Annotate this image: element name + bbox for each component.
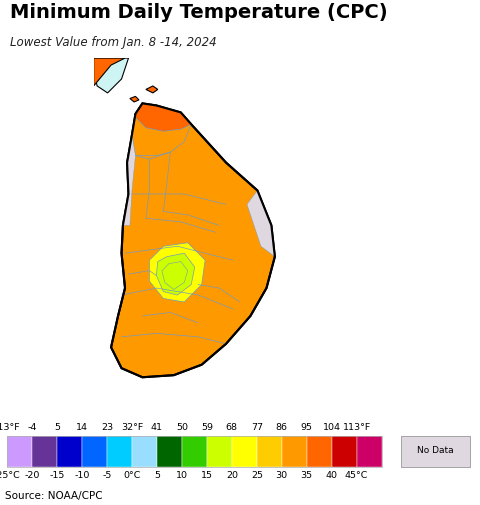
Bar — [332, 436, 357, 467]
Polygon shape — [247, 190, 275, 257]
Bar — [182, 436, 207, 467]
Bar — [207, 436, 232, 467]
Text: -10: -10 — [74, 471, 90, 480]
Text: 23: 23 — [101, 423, 113, 432]
Polygon shape — [123, 135, 135, 225]
Text: -5: -5 — [102, 471, 112, 480]
Text: Minimum Daily Temperature (CPC): Minimum Daily Temperature (CPC) — [10, 3, 387, 22]
Bar — [32, 436, 57, 467]
Text: 0°C: 0°C — [123, 471, 141, 480]
Polygon shape — [94, 58, 125, 86]
Bar — [82, 436, 107, 467]
Text: 20: 20 — [226, 471, 238, 480]
Text: 35: 35 — [300, 471, 313, 480]
Bar — [232, 436, 257, 467]
Text: 59: 59 — [201, 423, 213, 432]
Text: 68: 68 — [226, 423, 238, 432]
Polygon shape — [146, 86, 158, 93]
Text: 10: 10 — [176, 471, 188, 480]
Bar — [157, 436, 182, 467]
Text: 30: 30 — [276, 471, 288, 480]
Text: -20: -20 — [24, 471, 40, 480]
Text: 95: 95 — [301, 423, 313, 432]
Text: 14: 14 — [76, 423, 88, 432]
Text: -25°C: -25°C — [0, 471, 21, 480]
Text: 41: 41 — [151, 423, 163, 432]
Text: 104: 104 — [323, 423, 341, 432]
Bar — [132, 436, 157, 467]
Text: 15: 15 — [201, 471, 213, 480]
Bar — [282, 436, 307, 467]
Text: No Data: No Data — [417, 446, 454, 455]
Text: 5: 5 — [54, 423, 60, 432]
Text: Source: NOAA/CPC: Source: NOAA/CPC — [5, 491, 102, 501]
Text: 86: 86 — [276, 423, 288, 432]
Bar — [107, 436, 132, 467]
Text: -15: -15 — [49, 471, 65, 480]
Text: -4: -4 — [27, 423, 37, 432]
Polygon shape — [132, 104, 191, 159]
Bar — [401, 436, 470, 467]
Polygon shape — [149, 243, 205, 302]
Bar — [57, 436, 82, 467]
Bar — [7, 436, 32, 467]
Polygon shape — [130, 96, 139, 102]
Text: -13°F: -13°F — [0, 423, 20, 432]
Text: 40: 40 — [325, 471, 338, 480]
Text: 50: 50 — [176, 423, 188, 432]
Text: 113°F: 113°F — [343, 423, 371, 432]
Text: 45°C: 45°C — [345, 471, 368, 480]
Text: 25: 25 — [251, 471, 263, 480]
Text: 77: 77 — [251, 423, 263, 432]
Polygon shape — [156, 253, 195, 295]
Bar — [357, 436, 382, 467]
Text: 32°F: 32°F — [121, 423, 143, 432]
Polygon shape — [135, 104, 191, 131]
Polygon shape — [111, 104, 275, 377]
Bar — [257, 436, 282, 467]
Polygon shape — [94, 58, 129, 93]
Bar — [307, 436, 332, 467]
Polygon shape — [162, 262, 188, 289]
Text: Lowest Value from Jan. 8 -14, 2024: Lowest Value from Jan. 8 -14, 2024 — [10, 36, 216, 49]
Text: 5: 5 — [154, 471, 160, 480]
Bar — [7, 436, 382, 467]
